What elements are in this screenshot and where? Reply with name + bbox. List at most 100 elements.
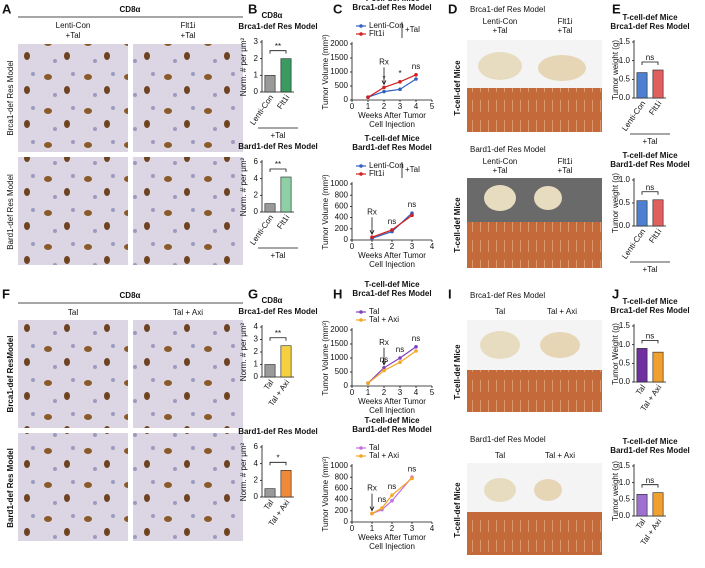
legend-marker <box>359 446 363 450</box>
column-label: Lenti-Con <box>56 21 91 30</box>
ihc-image <box>18 320 128 428</box>
y-tick-label: 2 <box>254 190 259 199</box>
photo-title: Brca1-def Res Model <box>470 5 545 14</box>
y-tick-label: 800 <box>335 190 349 199</box>
y-tick-label: 0.0 <box>619 511 631 520</box>
point <box>370 511 374 516</box>
x-tick-label: 5 <box>430 102 435 111</box>
ihc-image <box>133 320 243 428</box>
point <box>398 356 402 360</box>
legend-label: Flt1i <box>369 29 384 38</box>
row-label: Brca1-def ResModel <box>6 336 15 413</box>
y-tick-label: 6 <box>254 442 259 451</box>
x-tick-label: 4 <box>430 524 435 533</box>
x-tick-label: 3 <box>410 524 415 533</box>
panel-a: CD8α Lenti-Con +Tal Flt1i +Tal Brca1-def… <box>6 5 283 265</box>
ihc-image <box>133 157 243 265</box>
column-label: +Tal <box>558 26 573 35</box>
point <box>414 73 418 77</box>
y-tick-label: 0.5 <box>619 494 631 503</box>
x-tick-label: 4 <box>430 242 435 251</box>
y-tick-label: 400 <box>335 213 349 222</box>
ihc-image <box>18 157 128 265</box>
header: CD8α <box>262 296 283 305</box>
chart-title: Brca1-def Res Model <box>352 3 431 12</box>
y-axis-label: Norm. # per μm² <box>239 322 248 381</box>
point <box>382 85 386 90</box>
significance-label: ns <box>646 332 654 341</box>
x-tick-label: Flt1i <box>647 99 663 117</box>
x-axis-label: Cell Injection <box>369 406 415 415</box>
group-label: +Tal <box>643 265 658 274</box>
point <box>380 506 384 510</box>
point <box>382 89 386 94</box>
panel-letter: J <box>612 286 619 301</box>
x-tick-label: 0 <box>350 242 355 251</box>
point <box>366 381 370 386</box>
bar <box>280 470 292 498</box>
x-tick-label: 5 <box>430 388 435 397</box>
y-axis-label: Norm. # per μm² <box>239 157 248 216</box>
point <box>414 77 418 81</box>
chart-title: Bard1-def Res Model <box>352 143 432 152</box>
chart-title: Brca1-def Res Model <box>352 289 431 298</box>
point <box>382 366 386 370</box>
legend-label: Flt1i <box>369 169 384 178</box>
chart-title: Brca1-def Res Model <box>610 306 689 315</box>
bar <box>652 199 664 227</box>
y-tick-label: 2000 <box>330 39 348 48</box>
y-tick-label: 400 <box>335 495 349 504</box>
chart-title: T-cell-def Mice <box>364 416 420 425</box>
y-tick-label: 3 <box>254 335 259 344</box>
column-label: Tal <box>495 307 505 316</box>
ruler <box>467 512 602 555</box>
header: CD8α <box>120 5 141 14</box>
y-tick-label: 0.5 <box>619 198 631 207</box>
annotation: Rx <box>379 338 389 347</box>
y-tick-label: 1000 <box>330 353 348 362</box>
significance-label: * <box>276 453 279 462</box>
column-label: Tal + Axi <box>173 308 203 317</box>
series-line <box>367 78 417 98</box>
annotation: Rx <box>367 207 377 216</box>
x-tick-label: Tal <box>634 517 647 531</box>
y-axis-label: Tumor Weight (g) <box>611 323 620 385</box>
tumor <box>478 52 522 80</box>
y-tick-label: 6 <box>254 157 259 166</box>
bar <box>280 58 292 93</box>
y-tick-label: 500 <box>335 367 349 376</box>
annotation-arrowhead <box>369 506 375 512</box>
annotation: ns <box>380 355 388 364</box>
x-tick-label: 0 <box>350 388 355 397</box>
bar <box>636 200 648 227</box>
significance-bracket <box>269 461 287 466</box>
y-tick-label: 1 <box>254 70 259 79</box>
y-tick-label: 1 <box>254 360 259 369</box>
point <box>390 493 394 497</box>
annotation-arrowhead <box>381 360 387 366</box>
significance-label: ** <box>275 160 281 169</box>
x-axis-label: Weeks After Tumor <box>358 111 426 120</box>
legend-marker <box>359 164 363 168</box>
y-tick-label: 2 <box>254 475 259 484</box>
y-axis-label: Tumor Volume (mm³) <box>321 320 330 396</box>
group-label: +Tal <box>271 251 286 260</box>
x-tick-label: 2 <box>390 524 395 533</box>
x-tick-label: 2 <box>382 102 387 111</box>
legend-label: Lenti-Con <box>369 21 404 30</box>
point <box>410 476 414 481</box>
annotation: ns <box>388 217 396 226</box>
x-tick-label: 3 <box>398 388 403 397</box>
annotation: Rx <box>367 484 377 493</box>
column-label: Flt1i <box>180 21 195 30</box>
column-label: Flt1i <box>557 157 572 166</box>
y-tick-label: 4 <box>254 322 259 331</box>
series-line <box>371 476 413 515</box>
y-tick-label: 0.5 <box>619 358 631 367</box>
annotation: ns <box>388 482 396 491</box>
point <box>398 360 402 365</box>
significance-bracket <box>641 191 659 195</box>
y-tick-label: 0.0 <box>619 93 631 102</box>
header: CD8α <box>262 11 283 20</box>
chart-title: Bard1-def Res Model <box>610 160 690 169</box>
